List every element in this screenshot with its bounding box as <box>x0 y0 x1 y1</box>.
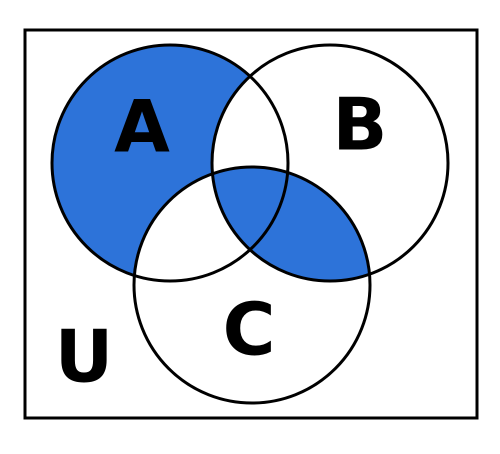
set-label: A <box>114 85 170 169</box>
circle-b <box>210 43 450 283</box>
circle-a <box>50 43 290 283</box>
universe-label: U <box>55 315 113 399</box>
set-label: C <box>223 288 276 372</box>
set-label: B <box>333 83 388 167</box>
circle-c <box>132 165 372 405</box>
